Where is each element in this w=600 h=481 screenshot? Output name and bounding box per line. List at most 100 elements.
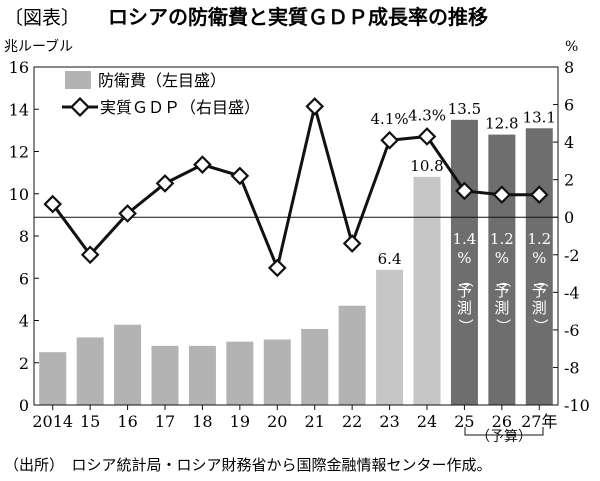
bar-value-label-25: 13.5 <box>448 100 481 118</box>
defense-bar-21 <box>301 328 329 405</box>
left-tick-label-14: 14 <box>9 100 29 119</box>
x-tick-label-16: 16 <box>117 412 137 431</box>
bar-value-label-24: 10.8 <box>410 157 443 175</box>
gdp-point-17 <box>155 174 175 193</box>
gdp-point-21 <box>305 97 325 116</box>
defense-bar-26 <box>488 134 516 405</box>
x-tick-label-19: 19 <box>230 412 250 431</box>
defense-bar-25 <box>450 119 478 405</box>
bar-value-label-27年: 13.1 <box>523 108 556 126</box>
defense-bar-18 <box>188 345 216 405</box>
source-note: （出所） ロシア統計局・ロシア財務省から国際金融情報センター作成。 <box>4 456 492 474</box>
forecast-note-char-26-0: （ <box>494 272 512 287</box>
forecast-value-26: 1.2 <box>490 230 514 248</box>
gdp-point-18 <box>193 155 212 174</box>
budget-label: （予算） <box>476 429 532 445</box>
forecast-note-char-26-3: ） <box>494 318 512 333</box>
x-tick-label-17: 17 <box>155 412 175 431</box>
right-tick-label-4: 4 <box>564 133 574 152</box>
forecast-note-char-26-1: 予 <box>494 282 509 300</box>
chart-title-bracket: 〔図表〕 <box>4 7 80 29</box>
forecast-note-char-25-3: ） <box>456 318 474 333</box>
legend-bar-swatch <box>65 71 91 89</box>
x-tick-label-27年: 27年 <box>521 412 557 431</box>
legend-line-label: 実質ＧＤＰ（右目盛） <box>100 98 260 117</box>
legend-bar-label: 防衛費（左目盛） <box>98 71 226 90</box>
gdp-point-22 <box>342 234 362 253</box>
legend: 防衛費（左目盛） 実質ＧＤＰ（右目盛） <box>62 71 260 118</box>
forecast-unit-25: % <box>457 249 471 267</box>
x-tick-label-22: 22 <box>342 412 362 431</box>
defense-bar-16 <box>114 324 142 405</box>
budget-bracket: （予算） <box>464 427 544 445</box>
x-tick-label-20: 20 <box>267 412 287 431</box>
right-tick-label-6: 6 <box>564 96 574 115</box>
gdp-line <box>51 106 540 273</box>
bar-series <box>39 119 553 405</box>
right-tick-label--2: -2 <box>564 246 580 265</box>
gdp-point-2014 <box>43 194 63 214</box>
right-axis-unit: % <box>565 39 578 55</box>
defense-bar-17 <box>151 345 179 405</box>
right-tick-label--8: -8 <box>564 358 580 377</box>
axes: 0 2 4 6 8 10 12 14 16 -10 -8 -6 -4 -2 0 2 4 6 8 2014 15 16 17 1… <box>9 58 590 431</box>
bar-value-label-26: 12.8 <box>485 115 518 133</box>
defense-bar-15 <box>76 337 104 405</box>
gdp-point-26 <box>492 185 512 205</box>
gdp-point-15 <box>80 245 100 265</box>
left-tick-label-16: 16 <box>9 58 29 77</box>
defense-bar-24 <box>413 176 441 405</box>
x-tick-label-2014: 2014 <box>32 412 73 431</box>
forecast-note-char-27年-3: ） <box>531 318 549 333</box>
gdp-point-19 <box>230 166 250 186</box>
forecast-value-27年: 1.2 <box>527 230 551 248</box>
right-tick-label-8: 8 <box>564 58 574 77</box>
x-tick-label-21: 21 <box>305 412 325 431</box>
defense-bar-2014 <box>39 352 67 405</box>
defense-bar-27年 <box>525 128 553 405</box>
left-tick-label-10: 10 <box>9 185 29 204</box>
gdp-point-24 <box>417 127 437 146</box>
gdp-value-label-23: 4.1% <box>371 110 409 128</box>
right-tick-label-2: 2 <box>564 171 574 190</box>
chart-title: ロシアの防衛費と実質ＧＤＰ成長率の推移 <box>108 5 488 29</box>
gdp-point-20 <box>267 258 287 278</box>
left-axis-unit: 兆ルーブル <box>4 38 73 55</box>
forecast-note-char-27年-2: 測 <box>532 299 547 317</box>
forecast-note-char-26-2: 測 <box>494 299 509 317</box>
data-labels: 6.410.813.512.8 13.14.1% 4.3%1.4%（予測）1.2%（… <box>371 100 556 334</box>
left-tick-label-0: 0 <box>19 396 29 415</box>
x-tick-label-18: 18 <box>192 412 212 431</box>
forecast-note-char-25-2: 測 <box>457 299 472 317</box>
x-tick-label-26: 26 <box>492 412 512 431</box>
gdp-value-label-24: 4.3% <box>408 106 446 124</box>
gdp-point-27年 <box>529 185 549 205</box>
forecast-note-char-27年-1: 予 <box>532 282 547 300</box>
bar-value-label-23: 6.4 <box>378 250 402 268</box>
forecast-note-char-25-0: （ <box>456 272 474 287</box>
gdp-point-25 <box>455 181 474 201</box>
defense-bar-23 <box>376 269 404 405</box>
defense-bar-19 <box>226 341 254 405</box>
forecast-value-25: 1.4 <box>452 230 476 248</box>
right-tick-label--4: -4 <box>564 283 580 302</box>
left-tick-label-12: 12 <box>9 143 29 162</box>
forecast-note-char-25-1: 予 <box>457 282 472 300</box>
forecast-unit-27年: % <box>532 249 546 267</box>
right-tick-label-0: 0 <box>564 208 574 227</box>
gdp-line-series <box>43 97 549 278</box>
forecast-unit-26: % <box>495 249 509 267</box>
left-tick-label-4: 4 <box>19 312 29 331</box>
left-tick-label-8: 8 <box>19 227 29 246</box>
budget-bracket-line <box>464 427 544 436</box>
defense-bar-20 <box>263 339 291 405</box>
x-tick-label-15: 15 <box>80 412 100 431</box>
forecast-note-char-27年-0: （ <box>531 272 549 287</box>
gdp-point-23 <box>380 130 399 150</box>
right-tick-label--10: -10 <box>564 396 590 415</box>
left-tick-label-6: 6 <box>19 269 29 288</box>
x-tick-label-25: 25 <box>454 412 474 431</box>
right-tick-label--6: -6 <box>564 321 580 340</box>
left-tick-label-2: 2 <box>19 354 29 373</box>
